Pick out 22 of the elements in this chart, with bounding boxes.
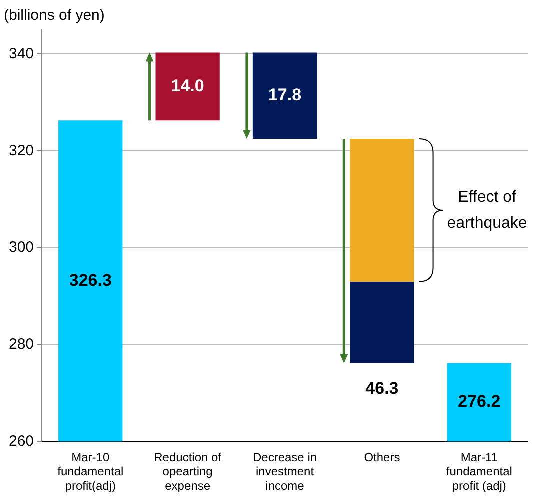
bar — [156, 52, 220, 121]
y-tick-label: 260 — [8, 432, 34, 450]
y-tick-label: 300 — [8, 239, 34, 256]
x-tick-label: Reduction of opearting expense — [154, 450, 222, 494]
data-label: 17.8 — [268, 86, 302, 105]
y-axis-title: (billions of yen) — [4, 7, 105, 24]
x-tick-label: Decrease in investment income — [253, 450, 318, 494]
y-tick-label: 280 — [8, 336, 34, 354]
y-tick-label: 320 — [8, 142, 34, 160]
data-label: 326.3 — [69, 270, 112, 290]
x-tick-label: Mar-10 fundamental profit(adj) — [58, 450, 124, 494]
annotation: Effect of earthquake — [447, 188, 528, 232]
bar — [447, 363, 512, 442]
x-tick-label: Mar-11 fundamental profit (adj) — [446, 450, 512, 494]
x-tick-label: Others — [364, 450, 400, 464]
bar — [58, 120, 123, 442]
bar — [350, 282, 414, 364]
data-label: 14.0 — [171, 76, 204, 96]
annotation: 46.3 — [366, 379, 399, 398]
data-label: 276.2 — [458, 392, 501, 412]
y-tick-label: 340 — [8, 45, 34, 62]
bar — [350, 139, 414, 282]
